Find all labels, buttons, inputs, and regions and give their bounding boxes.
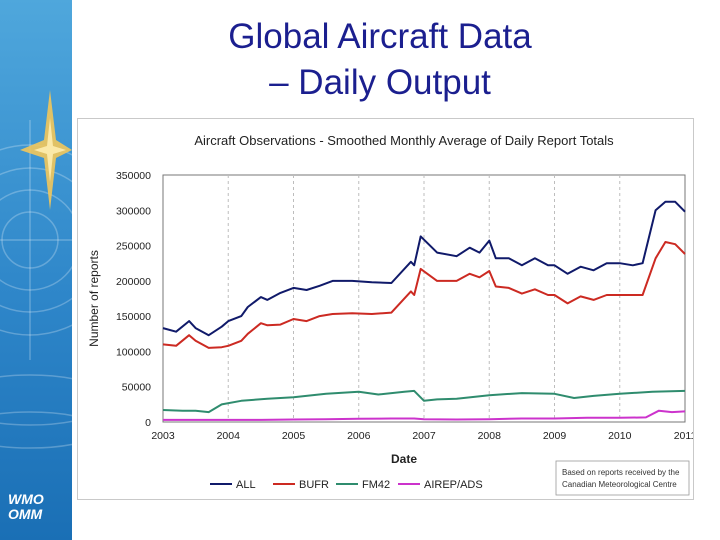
series-line-bufr — [162, 241, 686, 349]
chart-panel: Aircraft Observations - Smoothed Monthly… — [77, 118, 694, 500]
series-line-fm42 — [162, 389, 686, 414]
legend-label: FM42 — [362, 479, 390, 491]
x-tick-label: 2003 — [151, 430, 175, 442]
legend-label: AIREP/ADS — [424, 479, 483, 491]
compass-graphic — [0, 90, 72, 449]
series-line-airep-ads — [163, 409, 686, 421]
title-line-2: – Daily Output — [269, 63, 491, 102]
x-tick-label: 2009 — [543, 430, 567, 442]
x-tick-label: 2006 — [347, 430, 371, 442]
x-tick-label: 2008 — [478, 430, 502, 442]
x-tick-label: 2005 — [282, 430, 306, 442]
y-tick-label: 50000 — [122, 382, 151, 394]
y-axis-label: Number of reports — [87, 250, 101, 347]
note-box — [555, 460, 690, 496]
legend-label: BUFR — [299, 479, 329, 491]
title-line-1: Global Aircraft Data — [228, 17, 532, 56]
y-tick-label: 300000 — [116, 205, 151, 217]
y-tick-label: 200000 — [116, 276, 151, 288]
slide-sidebar: WMO OMM — [0, 0, 72, 540]
star-icon — [20, 90, 72, 210]
chart-title: Aircraft Observations - Smoothed Monthly… — [194, 133, 614, 148]
x-tick-label: 2004 — [217, 430, 241, 442]
y-tick-label: 0 — [145, 417, 151, 429]
wmo-logo: WMO OMM — [8, 491, 44, 522]
y-tick-label: 100000 — [116, 346, 151, 358]
series-line-all — [162, 200, 686, 337]
y-tick-label: 250000 — [116, 241, 151, 253]
slide-title: Global Aircraft Data – Daily Output — [160, 14, 600, 106]
x-tick-label: 2007 — [412, 430, 436, 442]
x-axis-label: Date — [391, 452, 417, 466]
note-line-2: Canadian Meteorological Centre — [562, 480, 677, 489]
note-line-1: Based on reports received by the — [562, 468, 680, 477]
y-tick-label: 150000 — [116, 311, 151, 323]
line-chart: Aircraft Observations - Smoothed Monthly… — [87, 133, 693, 496]
y-tick-label: 350000 — [116, 170, 151, 182]
legend-label: ALL — [236, 479, 256, 491]
x-tick-label: 2011 — [674, 430, 693, 442]
x-tick-label: 2010 — [608, 430, 632, 442]
